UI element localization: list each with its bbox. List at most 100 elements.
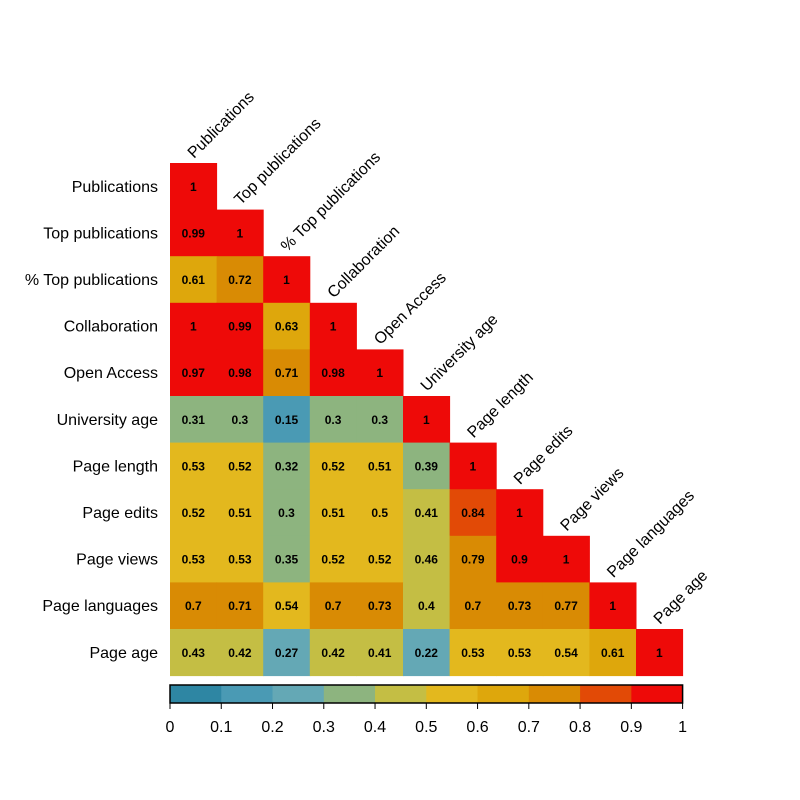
heatmap-cells (170, 163, 684, 677)
heatmap-cell-collaboration-publications (170, 302, 218, 350)
cell-value-label: 0.41 (368, 646, 392, 660)
cell-value-label: 1 (423, 413, 430, 427)
column-label-page-length: Page length (464, 369, 536, 441)
heatmap-cell-page-views-page-length (449, 535, 497, 583)
colorbar-bin (375, 685, 427, 703)
heatmap-cell-page-edits-open-access (356, 489, 404, 537)
heatmap-cell-page-age-top-publications (216, 629, 264, 677)
cell-value-label: 0.63 (275, 320, 299, 334)
cell-value-label: 0.42 (321, 646, 345, 660)
cell-value-label: 0.22 (415, 646, 439, 660)
colorbar-tick-label: 0.3 (313, 719, 335, 736)
column-label-page-edits: Page edits (511, 423, 576, 488)
colorbar-tick-label: 0.5 (415, 719, 437, 736)
heatmap-cell-page-age-pct-top-publications (263, 629, 311, 677)
heatmap-cell-page-age-page-edits (496, 629, 544, 677)
heatmap-cell-page-edits-collaboration (309, 489, 357, 537)
heatmap-cell-page-length-page-length (449, 442, 497, 490)
heatmap-values: 10.99 10.61 0.72 11 0.99 0.63 10.97 0.98 0.71 0.9… (182, 180, 663, 660)
colorbar-tick-label: 0.9 (620, 719, 642, 736)
heatmap-cell-pct-top-publications-pct-top-publications (263, 256, 311, 304)
cell-value-label: 1 (237, 226, 244, 240)
cell-value-label: 1 (330, 320, 337, 334)
heatmap-cell-page-length-collaboration (309, 442, 357, 490)
row-label-page-views: Page views (76, 552, 158, 569)
cell-value-label: 0.61 (601, 646, 625, 660)
column-label-pct-top-publications: % Top publications (278, 149, 384, 255)
colorbar-bin (580, 685, 632, 703)
colorbar-bin (631, 685, 683, 703)
cell-value-label: 0.41 (415, 506, 439, 520)
cell-value-label: 0.52 (182, 506, 206, 520)
cell-value-label: 0.99 (182, 226, 206, 240)
heatmap-cell-pct-top-publications-top-publications (216, 256, 264, 304)
cell-value-label: 1 (470, 459, 477, 473)
heatmap-cell-pct-top-publications-publications (170, 256, 218, 304)
heatmap-cell-open-access-pct-top-publications (263, 349, 311, 397)
colorbar: 0 0.1 0.2 0.3 0.4 0.5 0.6 0.7 0.8 0.9 1 (166, 684, 687, 736)
cell-value-label: 0.35 (275, 553, 299, 567)
row-label-page-length: Page length (73, 458, 158, 475)
cell-value-label: 0.5 (371, 506, 388, 520)
cell-value-label: 0.51 (228, 506, 252, 520)
cell-value-label: 0.32 (275, 459, 299, 473)
cell-value-label: 0.98 (228, 366, 252, 380)
colorbar-bin (426, 685, 478, 703)
cell-value-label: 1 (190, 180, 197, 194)
heatmap-cell-university-age-top-publications (216, 396, 264, 444)
heatmap-cell-university-age-collaboration (309, 396, 357, 444)
cell-value-label: 0.71 (228, 599, 252, 613)
heatmap-cell-page-length-pct-top-publications (263, 442, 311, 490)
colorbar-tick-label: 0.1 (210, 719, 232, 736)
heatmap-cell-page-languages-university-age (403, 582, 451, 630)
column-label-page-languages: Page languages (604, 487, 698, 581)
cell-value-label: 0.52 (228, 459, 252, 473)
heatmap-cell-open-access-top-publications (216, 349, 264, 397)
row-labels: Publications Top publications % Top public… (25, 179, 158, 662)
cell-value-label: 0.53 (461, 646, 485, 660)
cell-value-label: 0.77 (554, 599, 578, 613)
colorbar-bin (477, 685, 530, 703)
heatmap-cell-university-age-open-access (356, 396, 404, 444)
cell-value-label: 0.42 (228, 646, 252, 660)
colorbar-bin (221, 685, 273, 703)
row-label-page-edits: Page edits (82, 505, 158, 522)
row-label-top-publications: Top publications (43, 225, 158, 242)
heatmap-cell-page-age-page-languages (589, 629, 637, 677)
heatmap-cell-collaboration-pct-top-publications (263, 302, 311, 350)
cell-value-label: 1 (283, 273, 290, 287)
colorbar-tick-label: 0.4 (364, 719, 386, 736)
colorbar-tick-label: 1 (678, 719, 687, 736)
colorbar-tick-label: 0.6 (466, 719, 488, 736)
cell-value-label: 0.73 (368, 599, 392, 613)
cell-value-label: 1 (563, 553, 570, 567)
heatmap-cell-page-edits-pct-top-publications (263, 489, 311, 537)
cell-value-label: 0.84 (461, 506, 485, 520)
heatmap-cell-open-access-open-access (356, 349, 404, 397)
colorbar-bin (272, 685, 325, 703)
heatmap-cell-page-age-page-views (542, 629, 590, 677)
cell-value-label: 0.7 (185, 599, 202, 613)
cell-value-label: 0.7 (465, 599, 482, 613)
cell-value-label: 0.98 (321, 366, 345, 380)
heatmap-cell-page-languages-page-length (449, 582, 497, 630)
cell-value-label: 0.43 (182, 646, 206, 660)
cell-value-label: 0.99 (228, 320, 252, 334)
heatmap-cell-open-access-publications (170, 349, 218, 397)
heatmap-cell-page-edits-publications (170, 489, 218, 537)
cell-value-label: 0.53 (508, 646, 532, 660)
heatmap-cell-page-age-page-length (449, 629, 497, 677)
cell-value-label: 0.27 (275, 646, 299, 660)
row-label-publications: Publications (72, 179, 158, 196)
heatmap-cell-page-views-top-publications (216, 535, 264, 583)
cell-value-label: 0.79 (461, 553, 485, 567)
heatmap-cell-page-languages-open-access (356, 582, 404, 630)
heatmap-cell-page-views-collaboration (309, 535, 357, 583)
heatmap-cell-top-publications-publications (170, 209, 218, 257)
cell-value-label: 0.7 (325, 599, 342, 613)
column-label-collaboration: Collaboration (325, 223, 404, 302)
colorbar-tick-label: 0.7 (518, 719, 540, 736)
cell-value-label: 0.71 (275, 366, 299, 380)
